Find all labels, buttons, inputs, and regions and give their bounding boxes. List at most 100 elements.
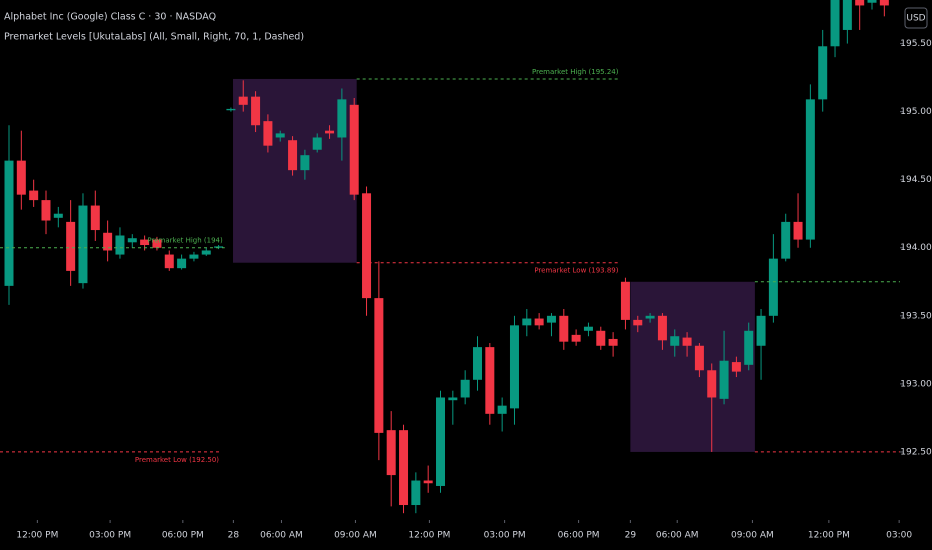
candle-body — [16, 160, 26, 195]
candle-body — [620, 281, 630, 320]
x-tick-label: 03:00 PM — [484, 531, 526, 541]
candle-body — [325, 130, 335, 134]
candle-body — [103, 232, 113, 251]
candle-body — [485, 347, 495, 414]
x-tick-label: 29 — [625, 531, 637, 541]
candle-body — [152, 239, 162, 248]
x-tick-label: 03:00 PM — [89, 531, 131, 541]
y-tick-label: 194.00 — [900, 243, 932, 253]
candle-body — [460, 379, 470, 398]
candle-body — [374, 298, 384, 433]
indicator-title: Premarket Levels [UkutaLabs] (All, Small… — [4, 32, 304, 43]
level-label: Premarket High (195.24) — [532, 68, 619, 76]
candle-body — [534, 318, 544, 326]
candle-body — [657, 315, 667, 341]
candle-body — [411, 480, 421, 506]
x-tick-label: 09:00 AM — [731, 531, 774, 541]
candle-body — [386, 430, 396, 476]
candle-body — [694, 345, 704, 371]
x-tick-label: 06:00 AM — [656, 531, 699, 541]
candle-body — [127, 238, 137, 243]
candle-body — [731, 362, 741, 372]
candle-body — [226, 108, 236, 111]
x-tick-label: 12:00 PM — [408, 531, 450, 541]
candle-body — [879, 0, 889, 6]
candle-body — [546, 315, 556, 323]
currency-label[interactable]: USD — [906, 14, 925, 24]
x-tick-label: 09:00 AM — [334, 531, 377, 541]
y-tick-label: 193.00 — [900, 379, 932, 389]
candle-body — [263, 121, 273, 146]
y-tick-label: 195.50 — [900, 39, 932, 49]
candle-body — [29, 190, 39, 201]
candle-body — [670, 336, 680, 346]
plot-area: Premarket High (194) Premarket Low (192.5… — [0, 0, 900, 514]
level-label: Premarket Low (192.50) — [135, 456, 219, 464]
candle-body — [756, 315, 766, 346]
candle-body — [164, 254, 174, 269]
candle-body — [583, 326, 593, 331]
candle-body — [682, 337, 692, 346]
candle-body — [867, 0, 877, 3]
x-tick-label: 06:00 PM — [558, 531, 600, 541]
candle-body — [559, 315, 569, 342]
candle-body — [596, 330, 606, 346]
candle-body — [855, 0, 865, 6]
candle-body — [78, 205, 88, 284]
candle-body — [238, 96, 248, 105]
y-tick-label: 194.50 — [900, 175, 932, 185]
candle-body — [300, 155, 310, 171]
candle-body — [349, 104, 359, 195]
candle-body — [436, 397, 446, 486]
candle-body — [177, 258, 187, 269]
candle-body — [448, 397, 458, 401]
candle-body — [423, 480, 433, 484]
candle-body — [842, 0, 852, 30]
candle-body — [744, 330, 754, 365]
candle-body — [399, 430, 409, 506]
candle-body — [719, 360, 729, 399]
candle-body — [633, 319, 643, 326]
candle-body — [522, 318, 532, 326]
candle-body — [509, 325, 519, 409]
candle-body — [214, 246, 224, 248]
candle-body — [4, 160, 14, 286]
x-tick-label: 12:00 PM — [16, 531, 58, 541]
x-tick-label: 03:00 — [886, 531, 912, 541]
candle-body — [645, 315, 655, 319]
candle-body — [41, 200, 51, 221]
currency-button[interactable] — [904, 7, 928, 29]
candle-body — [140, 239, 150, 246]
candle-body — [793, 221, 803, 240]
candle-body — [497, 405, 507, 414]
y-tick-label: 192.50 — [900, 447, 932, 457]
candle-body — [830, 0, 840, 47]
candle-body — [189, 254, 199, 259]
candle-body — [66, 221, 76, 271]
candle-body — [781, 221, 791, 259]
candle-body — [115, 235, 125, 255]
y-tick-label: 195.00 — [900, 107, 932, 117]
level-label: Premarket Low (193.89) — [534, 267, 618, 275]
candle-body — [805, 99, 815, 240]
candle-body — [312, 137, 322, 150]
chart-title: Alphabet Inc (Google) Class C · 30 · NAS… — [4, 12, 216, 23]
candle-body — [707, 370, 717, 398]
y-tick-label: 193.50 — [900, 311, 932, 321]
x-tick-label: 12:00 PM — [808, 531, 850, 541]
candle-body — [608, 338, 618, 346]
candle-body — [818, 46, 828, 100]
candle-body — [201, 250, 211, 255]
candle-body — [768, 258, 778, 316]
candle-body — [571, 334, 581, 342]
candle-body — [53, 213, 63, 218]
x-tick-label: 06:00 AM — [260, 531, 303, 541]
candle-body — [362, 193, 372, 299]
candle-body — [337, 99, 347, 138]
x-tick-label: 28 — [228, 531, 240, 541]
level-label: Premarket High (194) — [147, 237, 223, 245]
candle-body — [251, 96, 261, 126]
